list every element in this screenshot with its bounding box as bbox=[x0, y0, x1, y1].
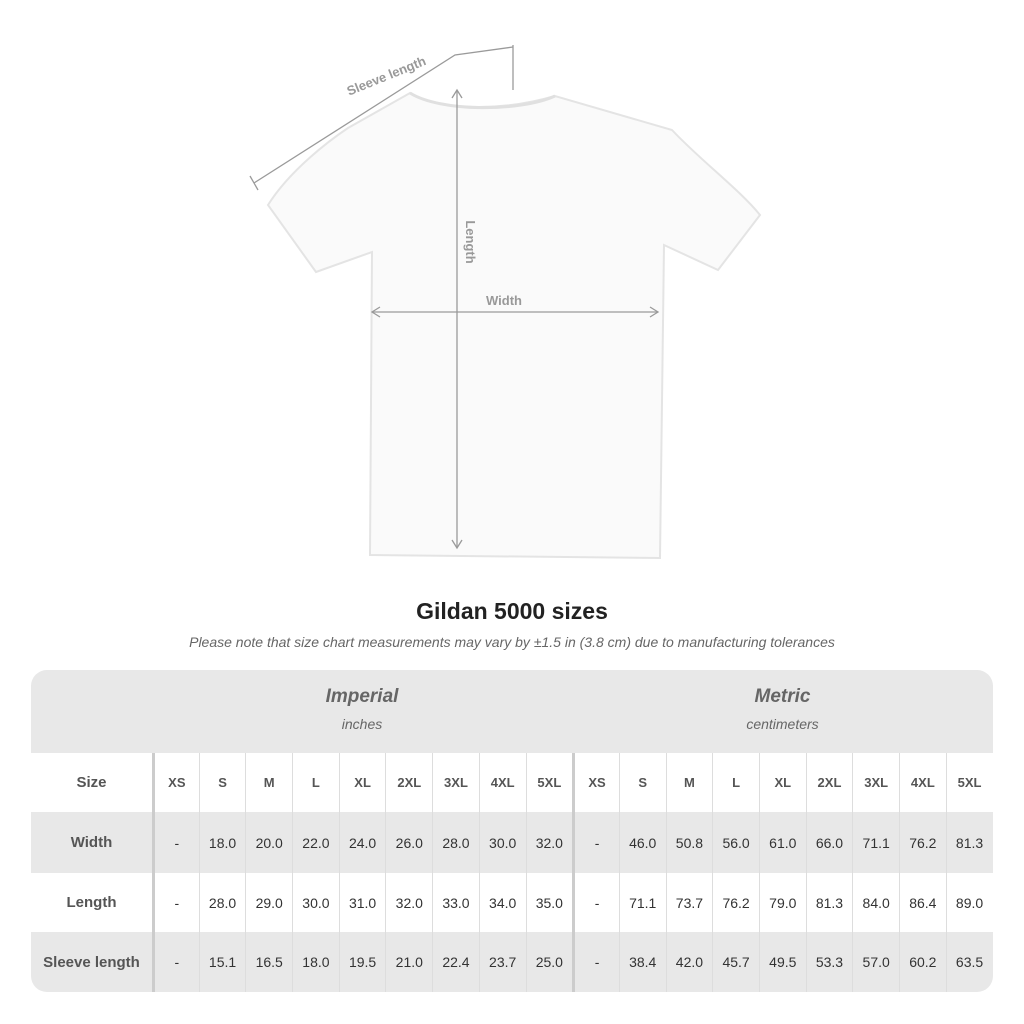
length-label: Length bbox=[463, 220, 478, 263]
measurement-lines bbox=[249, 45, 660, 550]
table-cell: 18.0 bbox=[292, 932, 339, 992]
row-band bbox=[31, 812, 993, 873]
row-band bbox=[31, 932, 993, 992]
table-cell: 53.3 bbox=[805, 932, 853, 992]
size-column-header: 2XL bbox=[385, 753, 432, 812]
table-cell: 35.0 bbox=[525, 873, 573, 932]
table-cell: 76.2 bbox=[712, 873, 759, 932]
table-cell: 81.3 bbox=[945, 812, 993, 873]
table-cell: 79.0 bbox=[758, 873, 806, 932]
table-cell: 60.2 bbox=[899, 932, 946, 992]
table-cell: 81.3 bbox=[805, 873, 853, 932]
table-cell: - bbox=[572, 932, 619, 992]
table-cell: 38.4 bbox=[618, 932, 666, 992]
table-cell: 20.0 bbox=[245, 812, 292, 873]
size-column-header: L bbox=[292, 753, 339, 812]
header-band bbox=[31, 670, 993, 753]
table-row: Length -28.0 29.0 30.0 31.0 32.0 33.0 34.0 35.0-… bbox=[31, 873, 993, 932]
table-cell: 18.0 bbox=[198, 812, 246, 873]
table-cell: 32.0 bbox=[525, 812, 573, 873]
imperial-heading: Imperial bbox=[325, 686, 399, 707]
page-title: Gildan 5000 sizes bbox=[416, 598, 608, 624]
table-cell: 16.5 bbox=[245, 932, 292, 992]
size-column-header: M bbox=[245, 753, 292, 812]
table-cell: - bbox=[152, 873, 199, 932]
table-cell: 66.0 bbox=[805, 812, 853, 873]
table-cell: 34.0 bbox=[478, 873, 526, 932]
table-cell: 21.0 bbox=[385, 932, 432, 992]
table-cell: 63.5 bbox=[945, 932, 993, 992]
table-cell: 19.5 bbox=[338, 932, 386, 992]
size-column-header: 3XL bbox=[432, 753, 479, 812]
size-column-header: 4XL bbox=[899, 753, 946, 812]
table-cell: 26.0 bbox=[385, 812, 432, 873]
table-cell: 46.0 bbox=[618, 812, 666, 873]
metric-unit: centimeters bbox=[746, 716, 819, 732]
table-cell: 30.0 bbox=[292, 873, 339, 932]
metric-group-header: Metric centimeters bbox=[572, 686, 993, 732]
size-column-header: XS bbox=[152, 753, 199, 812]
table-cell: - bbox=[572, 873, 619, 932]
table-cell: - bbox=[572, 812, 619, 873]
tolerance-note: Please note that size chart measurements… bbox=[189, 634, 835, 650]
table-cell: 29.0 bbox=[245, 873, 292, 932]
size-column-header: 5XL bbox=[945, 753, 993, 812]
table-cell: 25.0 bbox=[525, 932, 573, 992]
row-label: Length bbox=[66, 894, 117, 911]
table-cell: 23.7 bbox=[478, 932, 526, 992]
table-cell: 71.1 bbox=[618, 873, 666, 932]
tshirt-diagram: Sleeve length Length Width bbox=[249, 45, 762, 560]
table-cell: 57.0 bbox=[852, 932, 899, 992]
table-cell: 84.0 bbox=[852, 873, 899, 932]
table-cell: 33.0 bbox=[432, 873, 479, 932]
size-table: Imperial inches Metric centimeters Size X… bbox=[31, 670, 993, 992]
table-cell: - bbox=[152, 812, 199, 873]
size-column-header: S bbox=[198, 753, 246, 812]
table-cell: 42.0 bbox=[665, 932, 713, 992]
size-header-row: Size XS S M L XL 2XL 3XL 4XL 5XL XS S M L XL 2XL 3XL 4XL 5… bbox=[31, 753, 993, 812]
row-label: Sleeve length bbox=[43, 953, 140, 971]
table-cell: 89.0 bbox=[945, 873, 993, 932]
table-row: Sleeve length -15.1 16.5 18.0 19.5 21.0 22.4 23… bbox=[31, 932, 993, 992]
size-column-header: 3XL bbox=[852, 753, 899, 812]
size-column-header: 2XL bbox=[805, 753, 853, 812]
table-cell: 49.5 bbox=[758, 932, 806, 992]
size-label: Size bbox=[76, 774, 107, 791]
table-cell: 50.8 bbox=[665, 812, 713, 873]
table-cell: 76.2 bbox=[899, 812, 946, 873]
size-column-header: 5XL bbox=[525, 753, 573, 812]
size-column-header: 4XL bbox=[478, 753, 526, 812]
size-column-header: XS bbox=[572, 753, 619, 812]
metric-heading: Metric bbox=[754, 686, 811, 707]
table-cell: 22.0 bbox=[292, 812, 339, 873]
row-label: Width bbox=[70, 834, 113, 851]
table-cell: 22.4 bbox=[432, 932, 479, 992]
table-cell: 45.7 bbox=[712, 932, 759, 992]
size-column-header: L bbox=[712, 753, 759, 812]
table-cell: 32.0 bbox=[385, 873, 432, 932]
table-cell: 15.1 bbox=[198, 932, 246, 992]
table-cell: - bbox=[152, 932, 199, 992]
size-column-header: S bbox=[618, 753, 666, 812]
sleeve-length-label: Sleeve length bbox=[345, 53, 428, 98]
size-column-header: XL bbox=[338, 753, 386, 812]
size-column-header: M bbox=[665, 753, 713, 812]
table-cell: 28.0 bbox=[198, 873, 246, 932]
imperial-group-header: Imperial inches bbox=[152, 686, 572, 732]
table-cell: 30.0 bbox=[478, 812, 526, 873]
size-column-header: XL bbox=[758, 753, 806, 812]
table-cell: 73.7 bbox=[665, 873, 713, 932]
table-cell: 86.4 bbox=[899, 873, 946, 932]
tshirt-image bbox=[266, 91, 762, 560]
table-cell: 61.0 bbox=[758, 812, 806, 873]
imperial-unit: inches bbox=[341, 716, 383, 732]
table-cell: 71.1 bbox=[852, 812, 899, 873]
table-cell: 28.0 bbox=[432, 812, 479, 873]
table-row: Width -18.0 20.0 22.0 24.0 26.0 28.0 30.0 32.0-4… bbox=[31, 812, 993, 873]
width-label: Width bbox=[486, 293, 522, 308]
table-cell: 31.0 bbox=[338, 873, 386, 932]
table-cell: 56.0 bbox=[712, 812, 759, 873]
table-cell: 24.0 bbox=[338, 812, 386, 873]
